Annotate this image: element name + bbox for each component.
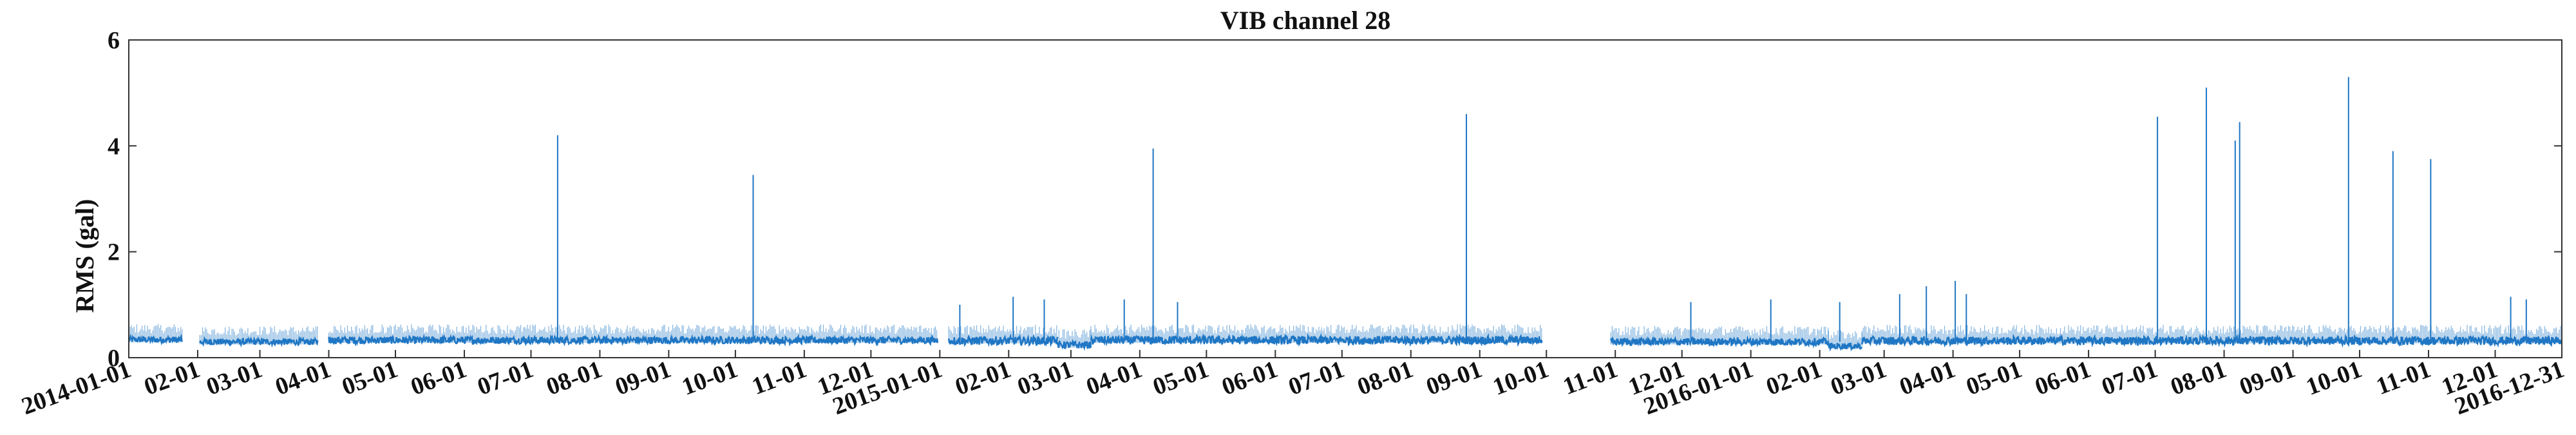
x-tick-label-8: 09-01 [612,356,675,401]
x-tick-label-30: 07-01 [2098,356,2161,401]
x-tick-label-7: 08-01 [543,356,606,401]
y-axis: 0 2 4 6 [108,27,2562,372]
x-tick-label-6: 07-01 [474,356,537,401]
noise-band-3 [948,325,1057,343]
x-tick-label-13: 02-01 [952,356,1015,401]
x-tick-label-20: 09-01 [1423,356,1486,401]
noise-band-7 [1828,330,1862,349]
noise-band-8 [1861,325,2562,343]
x-tick-label-21: 10-01 [1490,356,1553,401]
y-tick-label-3: 6 [108,27,120,54]
series-segment-8 [1861,334,2563,348]
series-line [128,77,2563,352]
noise-band-6 [1610,325,1829,345]
x-tick-label-17: 06-01 [1218,356,1282,401]
x-tick-label-26: 03-01 [1827,356,1890,401]
noise-band-1 [199,326,318,345]
x-tick-label-34: 11-01 [2372,356,2434,400]
y-tick-label-1: 2 [108,239,120,266]
x-tick-label-31: 08-01 [2167,356,2230,401]
x-tick-label-3: 04-01 [272,356,335,401]
plot-frame [128,39,2562,358]
x-tick-label-0: 2014-01-01 [18,356,135,420]
x-tick-label-14: 03-01 [1014,356,1077,401]
x-tick-label-27: 04-01 [1896,356,1959,401]
x-tick-label-25: 02-01 [1763,356,1826,401]
y-tick-label-2: 4 [108,133,120,160]
x-tick-label-29: 06-01 [2032,356,2095,401]
x-tick-label-15: 04-01 [1083,356,1146,401]
noise-band-2 [328,324,938,343]
x-tick-label-1: 02-01 [140,356,204,401]
x-tick-label-33: 10-01 [2302,356,2365,401]
x-tick-label-16: 05-01 [1150,356,1213,401]
x-tick-label-19: 08-01 [1354,356,1417,401]
noise-band-5 [1090,324,1542,343]
x-tick-label-9: 10-01 [678,356,741,401]
x-tick-label-22: 11-01 [1560,356,1622,400]
x-tick-label-18: 07-01 [1285,356,1348,401]
x-tick-label-2: 03-01 [203,356,266,401]
x-tick-label-4: 05-01 [338,356,401,401]
y-tick-label-0: 0 [108,345,120,372]
x-tick-label-5: 06-01 [407,356,470,401]
x-tick-label-10: 11-01 [748,356,810,400]
x-tick-label-28: 05-01 [1963,356,2026,401]
noise-band-0 [128,324,183,343]
x-tick-label-32: 09-01 [2236,356,2299,401]
chart-title: VIB channel 28 [1220,6,1391,35]
y-axis-label: RMS (gal) [70,199,99,313]
